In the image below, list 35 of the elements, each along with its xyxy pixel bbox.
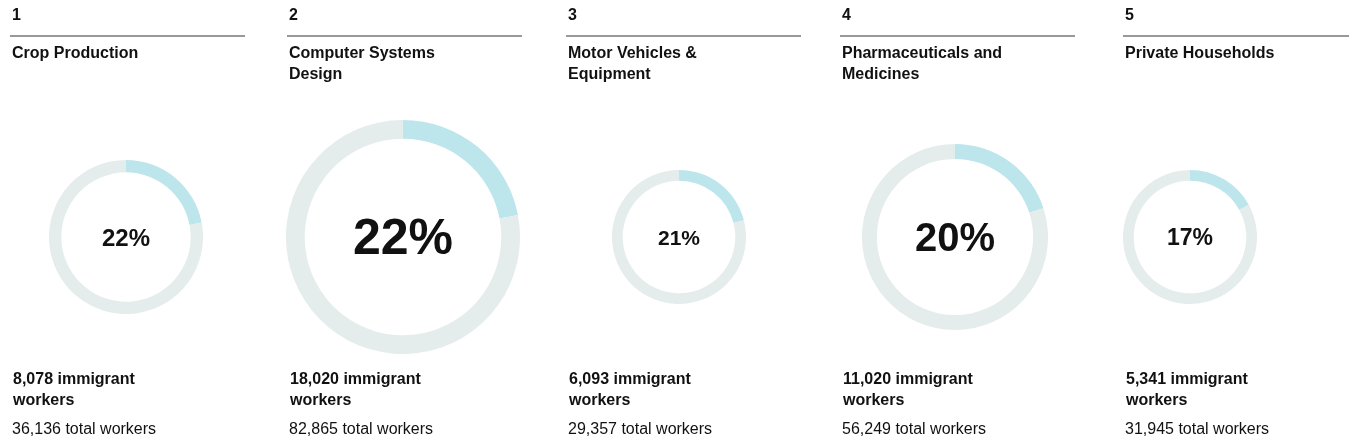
text: 6,093 immigrant workers [568, 370, 692, 408]
donut-slice [126, 160, 202, 225]
donut-slice [1123, 170, 1257, 304]
chart-title: Computer Systems Design [289, 44, 435, 82]
text: 8,078 immigrant workers [12, 370, 136, 408]
donut-slice [612, 170, 746, 304]
text: 4 [842, 6, 851, 23]
text: 2 [289, 6, 298, 23]
donut-slice [679, 170, 744, 223]
text: 36,136 total workers [12, 420, 157, 437]
text: 29,357 total workers [568, 420, 713, 437]
chart-title: Pharmaceuticals and Medicines [842, 44, 1003, 82]
donut-slice [955, 144, 1044, 213]
text: 1 [12, 6, 21, 23]
text: 18,020 immigrant workers [289, 370, 422, 408]
text: 3 [568, 6, 577, 23]
donut-slice [862, 144, 1048, 330]
text: 31,945 total workers [1125, 420, 1270, 437]
text: 56,249 total workers [842, 420, 987, 437]
text: 5,341 immigrant workers [1125, 370, 1249, 408]
text: 22% [102, 224, 151, 251]
text: 21% [658, 226, 701, 249]
text: 82,865 total workers [289, 420, 434, 437]
text: 5 [1125, 6, 1134, 23]
donut-slice [1190, 170, 1249, 210]
donut-slice [403, 120, 518, 219]
text: 22% [353, 209, 454, 265]
donut-slice [49, 160, 203, 314]
chart-title: Motor Vehicles & Equipment [568, 44, 698, 82]
text: 17% [1167, 224, 1214, 250]
chart-title: Private Households [1125, 44, 1275, 61]
text: 11,020 immigrant workers [842, 370, 974, 408]
text: 20% [915, 215, 996, 259]
chart-title: Crop Production [12, 44, 139, 61]
donut-slice [286, 120, 520, 354]
